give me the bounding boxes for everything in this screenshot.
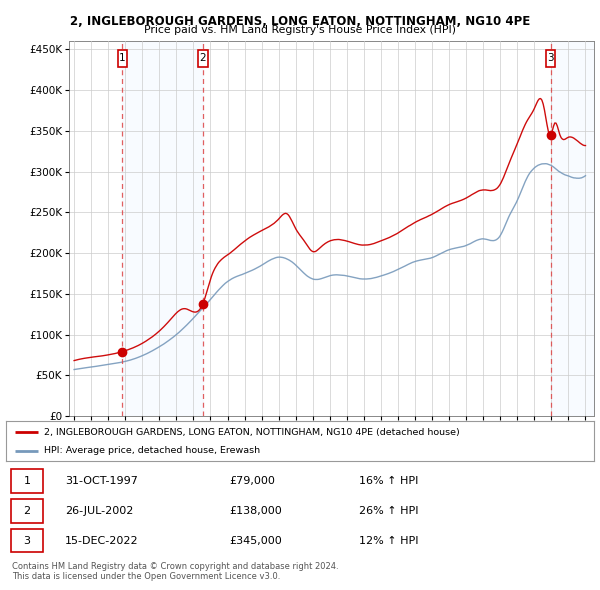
Text: 2, INGLEBOROUGH GARDENS, LONG EATON, NOTTINGHAM, NG10 4PE: 2, INGLEBOROUGH GARDENS, LONG EATON, NOT… bbox=[70, 15, 530, 28]
Text: 31-OCT-1997: 31-OCT-1997 bbox=[65, 476, 137, 486]
Text: 12% ↑ HPI: 12% ↑ HPI bbox=[359, 536, 418, 546]
Text: Contains HM Land Registry data © Crown copyright and database right 2024.: Contains HM Land Registry data © Crown c… bbox=[12, 562, 338, 571]
Text: HPI: Average price, detached house, Erewash: HPI: Average price, detached house, Erew… bbox=[44, 446, 260, 455]
Bar bbox=[122, 41, 203, 416]
Text: This data is licensed under the Open Government Licence v3.0.: This data is licensed under the Open Gov… bbox=[12, 572, 280, 581]
FancyBboxPatch shape bbox=[118, 50, 127, 67]
Text: 26-JUL-2002: 26-JUL-2002 bbox=[65, 506, 133, 516]
FancyBboxPatch shape bbox=[11, 470, 43, 493]
FancyBboxPatch shape bbox=[11, 499, 43, 523]
Text: 1: 1 bbox=[119, 53, 125, 63]
Text: Price paid vs. HM Land Registry's House Price Index (HPI): Price paid vs. HM Land Registry's House … bbox=[144, 25, 456, 35]
Text: 16% ↑ HPI: 16% ↑ HPI bbox=[359, 476, 418, 486]
Text: 26% ↑ HPI: 26% ↑ HPI bbox=[359, 506, 418, 516]
Text: 3: 3 bbox=[23, 536, 31, 546]
Text: £79,000: £79,000 bbox=[229, 476, 275, 486]
Text: £345,000: £345,000 bbox=[229, 536, 282, 546]
Text: 3: 3 bbox=[547, 53, 554, 63]
FancyBboxPatch shape bbox=[198, 50, 208, 67]
FancyBboxPatch shape bbox=[11, 529, 43, 552]
Text: 2, INGLEBOROUGH GARDENS, LONG EATON, NOTTINGHAM, NG10 4PE (detached house): 2, INGLEBOROUGH GARDENS, LONG EATON, NOT… bbox=[44, 428, 460, 437]
Text: £138,000: £138,000 bbox=[229, 506, 282, 516]
Text: 2: 2 bbox=[23, 506, 31, 516]
Bar bbox=[551, 41, 594, 416]
Text: 1: 1 bbox=[23, 476, 31, 486]
FancyBboxPatch shape bbox=[546, 50, 556, 67]
Text: 15-DEC-2022: 15-DEC-2022 bbox=[65, 536, 139, 546]
Text: 2: 2 bbox=[200, 53, 206, 63]
